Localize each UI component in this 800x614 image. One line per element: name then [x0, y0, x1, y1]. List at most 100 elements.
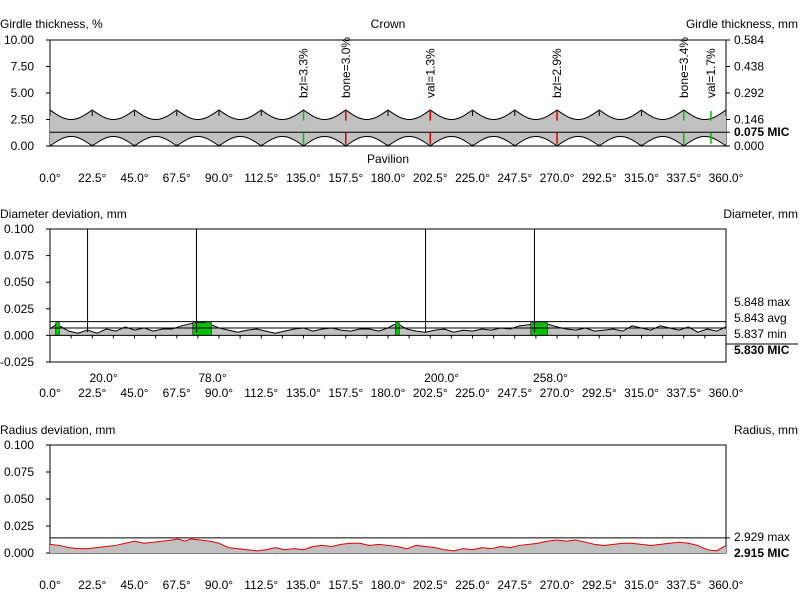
girdle-xtick-label: 360.0° [709, 171, 744, 185]
radius-value-label: 2.915 MIC [734, 546, 790, 560]
diameter-xtick-label: 315.0° [624, 386, 659, 400]
radius-xtick-label: 247.5° [497, 578, 532, 592]
radius-xtick-label: 202.5° [413, 578, 448, 592]
radius-xtick-label: 157.5° [328, 578, 363, 592]
girdle-ytick-label-right: 0.146 [734, 113, 764, 127]
radius-xtick-label: 22.5° [78, 578, 106, 592]
girdle-ytick-label-right: 0.000 [734, 139, 764, 153]
diameter-highlight-block [192, 322, 212, 336]
diameter-xtick-label: 247.5° [497, 386, 532, 400]
diameter-xtick-label: 0.0° [39, 386, 61, 400]
diameter-ytick-label-left: 0.050 [4, 275, 34, 289]
diameter-xtick-label: 337.5° [666, 386, 701, 400]
radius-xtick-label: 225.0° [455, 578, 490, 592]
girdle-ylabel-left: Girdle thickness, % [0, 17, 103, 31]
radius-xtick-label: 67.5° [163, 578, 191, 592]
diameter-ytick-label-left: 0.000 [4, 328, 34, 342]
girdle-xtick-label: 225.0° [455, 171, 490, 185]
diameter-value-label: 5.848 max [734, 295, 790, 309]
girdle-xtick-label: 180.0° [371, 171, 406, 185]
girdle-xtick-label: 157.5° [328, 171, 363, 185]
diameter-value-label: 5.837 min [734, 327, 787, 341]
diameter-ytick-label-left: 0.075 [4, 249, 34, 263]
radius-profile-line [49, 538, 727, 552]
girdle-ytick-label-left: 2.50 [11, 113, 35, 127]
girdle-marker-label: bone=3.4% [677, 37, 691, 98]
diameter-xtick-label: 45.0° [120, 386, 148, 400]
radius-xtick-label: 135.0° [286, 578, 321, 592]
diameter-ytick-label-left: 0.025 [4, 302, 34, 316]
radius-ytick-label-left: 0.025 [4, 519, 34, 533]
girdle-ytick-label-left: 5.00 [11, 86, 35, 100]
diameter-xtick-label: 112.5° [244, 386, 278, 400]
girdle-xtick-label: 112.5° [244, 171, 278, 185]
radius-xtick-label: 0.0° [39, 578, 61, 592]
diameter-xtick-label: 292.5° [582, 386, 617, 400]
diameter-ylabel-right: Diameter, mm [723, 207, 798, 221]
girdle-crown-title: Crown [371, 17, 406, 31]
radius-ytick-label-left: 0.050 [4, 492, 34, 506]
diameter-xtick-label: 90.0° [205, 386, 233, 400]
diameter-xtick-label: 135.0° [286, 386, 321, 400]
radius-xtick-label: 360.0° [709, 578, 744, 592]
girdle-ytick-label-left: 10.00 [4, 33, 34, 47]
diameter-highlight-block [55, 322, 60, 336]
radius-value-label: 2.929 max [734, 530, 790, 544]
girdle-marker-label: bzl=2.9% [550, 48, 564, 98]
girdle-ytick-label-left: 0.00 [11, 139, 35, 153]
girdle-xtick-label: 202.5° [413, 171, 448, 185]
diameter-ytick-label-left: -0.025 [0, 355, 34, 369]
girdle-marker-label: val=1.7% [704, 48, 718, 98]
radius-ytick-label-left: 0.100 [4, 438, 34, 452]
girdle-ytick-label-right: 0.584 [734, 33, 764, 47]
girdle-xtick-label: 90.0° [205, 171, 233, 185]
diameter-highlight-block [395, 322, 400, 336]
radius-ylabel-right: Radius, mm [734, 423, 798, 437]
diameter-ytick-label-left: 0.100 [4, 222, 34, 236]
girdle-xtick-label: 45.0° [120, 171, 148, 185]
girdle-ytick-label-right: 0.438 [734, 60, 764, 74]
radius-ytick-label-left: 0.075 [4, 465, 34, 479]
girdle-xtick-label: 270.0° [540, 171, 575, 185]
radius-ylabel-left: Radius deviation, mm [0, 423, 115, 437]
diameter-value-label: 5.843 avg [734, 311, 787, 325]
radius-xtick-label: 270.0° [540, 578, 575, 592]
diameter-angle-label: 200.0° [424, 371, 459, 385]
diameter-profile-area [50, 322, 726, 336]
diameter-plot-frame [49, 228, 727, 363]
radius-xtick-label: 112.5° [244, 578, 278, 592]
diameter-angle-label: 258.0° [533, 371, 568, 385]
diameter-xtick-label: 157.5° [328, 386, 363, 400]
diameter-xtick-label: 202.5° [413, 386, 448, 400]
radius-ytick-label-left: 0.000 [4, 546, 34, 560]
diameter-xtick-label: 22.5° [78, 386, 106, 400]
diameter-angle-label: 20.0° [89, 371, 117, 385]
radius-plot-frame [49, 444, 727, 554]
radius-xtick-label: 315.0° [624, 578, 659, 592]
girdle-ytick-label-left: 7.50 [11, 60, 35, 74]
girdle-xtick-label: 247.5° [497, 171, 532, 185]
diameter-value-label: 5.830 MIC [734, 343, 790, 357]
diameter-xtick-label: 360.0° [709, 386, 744, 400]
radius-xtick-label: 90.0° [205, 578, 233, 592]
girdle-xtick-label: 67.5° [163, 171, 191, 185]
girdle-pavilion-title: Pavilion [367, 152, 409, 166]
girdle-mic-label: 0.075 MIC [734, 125, 790, 139]
girdle-marker-label: val=1.3% [423, 48, 437, 98]
diameter-xtick-label: 225.0° [455, 386, 490, 400]
radius-profile-area [50, 539, 726, 553]
diameter-highlight-block [530, 322, 548, 336]
radius-xtick-label: 180.0° [371, 578, 406, 592]
radius-xtick-label: 292.5° [582, 578, 617, 592]
girdle-marker-label: bone=3.0% [339, 37, 353, 98]
diameter-ylabel-left: Diameter deviation, mm [0, 207, 127, 221]
diameter-xtick-label: 270.0° [540, 386, 575, 400]
girdle-xtick-label: 292.5° [582, 171, 617, 185]
girdle-xtick-label: 0.0° [39, 171, 61, 185]
diameter-xtick-label: 180.0° [371, 386, 406, 400]
girdle-xtick-label: 135.0° [286, 171, 321, 185]
girdle-ylabel-right: Girdle thickness, mm [686, 17, 798, 31]
girdle-xtick-label: 22.5° [78, 171, 106, 185]
